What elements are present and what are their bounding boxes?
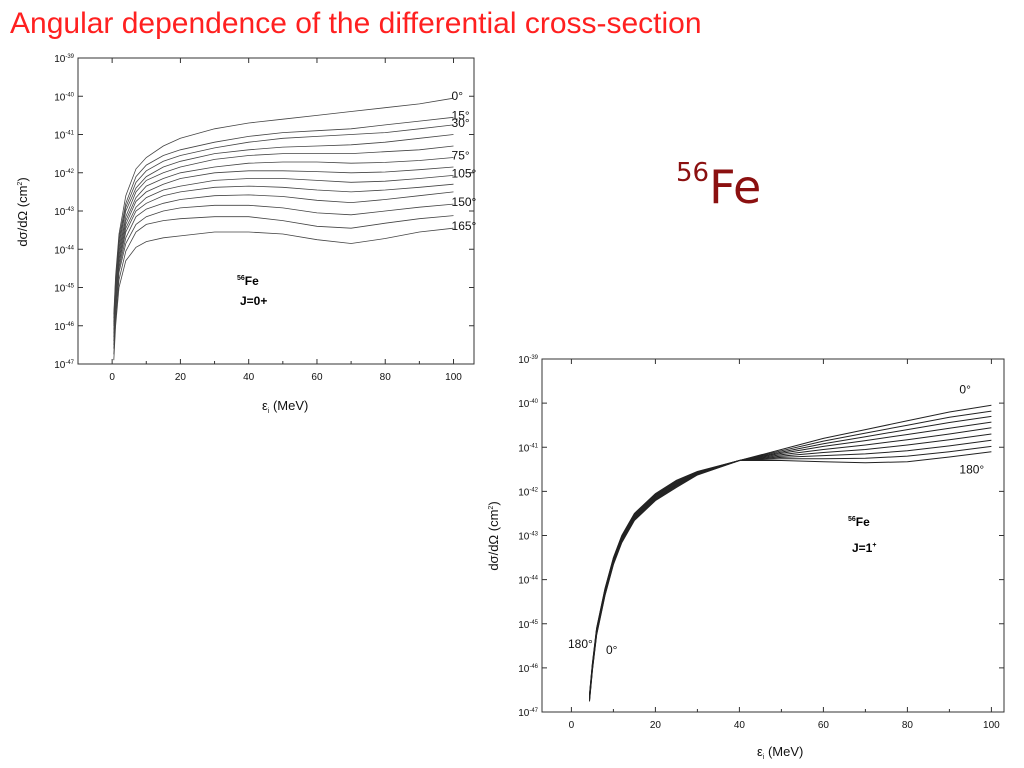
chart-j0-series-line <box>113 215 454 355</box>
chart-j0-series-line <box>113 203 454 349</box>
chart-j0-annotation-mass: 56 <box>237 275 245 282</box>
chart-j0-y-tick-label: 10-46 <box>54 322 74 333</box>
chart-j1-low-label-0: 0° <box>606 643 618 657</box>
chart-j0-series-line <box>113 124 454 322</box>
chart-j0-y-tick-label: 10-44 <box>54 245 74 256</box>
chart-j0-x-tick-label: 80 <box>380 372 392 383</box>
chart-j1-series-line <box>589 439 992 700</box>
chart-j1-y-tick-label: 10-47 <box>518 708 538 719</box>
chart-j0-y-tick-label: 10-42 <box>54 169 74 180</box>
chart-j0-x-tick-label: 100 <box>445 372 462 383</box>
chart-j1-y-tick-label: 10-45 <box>518 620 538 631</box>
chart-j1-annotation-mass: 56 <box>848 516 856 523</box>
chart-j0-curve-label: 105° <box>452 166 477 180</box>
chart-j0-y-axis-label: dσ/dΩ (cm2) <box>15 177 30 246</box>
chart-j1-series-line <box>589 427 992 698</box>
chart-j0-series-line <box>113 191 454 345</box>
chart-j0-y-tick-label: 10-39 <box>54 54 74 65</box>
chart-j0-series-line <box>113 175 454 338</box>
chart-j0-series-line <box>113 97 454 315</box>
chart-j0-curve-label: 30° <box>452 116 470 130</box>
chart-j0-y-tick-label: 10-41 <box>54 131 74 142</box>
svg-text:56Fe: 56Fe <box>848 515 870 529</box>
chart-j0-annotation: 56Fe J=0+ <box>237 274 267 308</box>
chart-j0-y-tick-label: 10-45 <box>54 284 74 295</box>
chart-j1-annotation-nucleus: Fe <box>856 515 870 529</box>
isotope-symbol: Fe <box>709 160 762 214</box>
chart-j0-x-tick-label: 40 <box>243 372 255 383</box>
chart-j0-y-tick-label: 10-47 <box>54 360 74 371</box>
chart-j1-x-ticks: 0 20 40 60 80 100 <box>569 359 1000 731</box>
chart-j1-series-line <box>589 451 992 702</box>
chart-j1-series-line <box>589 421 992 698</box>
chart-j0-series-line <box>113 134 454 324</box>
chart-j0-series-line <box>113 227 454 361</box>
chart-j0-series-line <box>113 145 454 326</box>
svg-text:J=1+: J=1+ <box>852 541 876 555</box>
chart-j0-curve-label: 150° <box>452 195 477 209</box>
chart-j1-x-tick-label: 40 <box>734 720 746 731</box>
chart-j0-curve-label: 165° <box>452 219 477 233</box>
chart-j0-x-tick-label: 60 <box>311 372 323 383</box>
chart-j1-y-axis-label: dσ/dΩ (cm2) <box>486 501 501 570</box>
chart-j1-frame <box>541 358 1005 713</box>
chart-j0-curve-label: 0° <box>452 89 464 103</box>
chart-j0-x-tick-label: 0 <box>109 372 115 383</box>
svg-text:56Fe: 56Fe <box>237 274 259 288</box>
chart-j0-annotation-state: J=0+ <box>240 294 267 308</box>
chart-j1-y-tick-label: 10-43 <box>518 532 538 543</box>
chart-j0-series-line <box>113 183 454 342</box>
chart-j0-x-ticks: 0 20 40 60 80 100 <box>109 58 462 383</box>
chart-j1-x-tick-label: 100 <box>983 720 1000 731</box>
chart-j1-y-ticks: 10-47 10-46 10-45 10-44 10-43 10-42 10-41 10-40… <box>518 355 1004 719</box>
slide-title: Angular dependence of the differential c… <box>10 7 702 40</box>
chart-j1-curve-label: 180° <box>959 463 984 477</box>
chart-j1-curve-label: 0° <box>959 382 971 396</box>
chart-j0-curve-label: 75° <box>452 148 470 162</box>
chart-j1-x-tick-label: 80 <box>902 720 914 731</box>
chart-j1-annotation-parity: + <box>872 542 876 549</box>
chart-j0-series-line <box>113 157 454 330</box>
chart-j1-curve-labels: 0° 180° <box>959 382 984 476</box>
chart-j1-x-axis-label: εi (MeV) <box>757 744 803 761</box>
chart-j1-annotation: 56Fe J=1+ <box>848 515 876 555</box>
chart-j0-y-tick-label: 10-43 <box>54 207 74 218</box>
chart-j1-series-line <box>589 445 992 701</box>
chart-j1-x-tick-label: 60 <box>818 720 830 731</box>
chart-j1-annotation-state: J=1 <box>852 541 873 555</box>
chart-j1-y-tick-label: 10-41 <box>518 443 538 454</box>
isotope-mass-number: 56 <box>676 158 710 188</box>
chart-j1-y-tick-label: 10-40 <box>518 399 538 410</box>
chart-j0-series-line <box>113 116 454 319</box>
isotope-label: 56Fe <box>676 158 761 214</box>
chart-j1-series <box>589 404 992 702</box>
chart-j0-series-line <box>113 166 454 334</box>
chart-j1-low-label-180: 180° <box>568 637 593 651</box>
chart-j1-series-line <box>589 433 992 699</box>
chart-j0-series <box>113 97 454 361</box>
chart-j1-x-tick-label: 20 <box>650 720 662 731</box>
chart-j0-y-tick-label: 10-40 <box>54 92 74 103</box>
chart-j1-y-tick-label: 10-46 <box>518 664 538 675</box>
chart-j0-curve-label: 15° <box>452 108 470 122</box>
chart-j0-x-axis-label: εi (MeV) <box>262 398 308 415</box>
chart-j0-annotation-nucleus: Fe <box>245 274 259 288</box>
chart-j0-curve-labels: 0° 15°30° 75° 105° 150° 165° <box>452 89 477 233</box>
chart-j1-y-tick-label: 10-39 <box>518 355 538 366</box>
chart-j1-y-tick-label: 10-42 <box>518 487 538 498</box>
chart-j0-y-ticks: 10-47 10-46 10-45 10-44 10-43 10-42 10-41 10-40… <box>54 54 474 371</box>
chart-j0-x-tick-label: 20 <box>175 372 187 383</box>
chart-j1-y-tick-label: 10-44 <box>518 576 538 587</box>
chart-j1-x-tick-label: 0 <box>569 720 575 731</box>
chart-j1-plot-area <box>541 358 1005 713</box>
